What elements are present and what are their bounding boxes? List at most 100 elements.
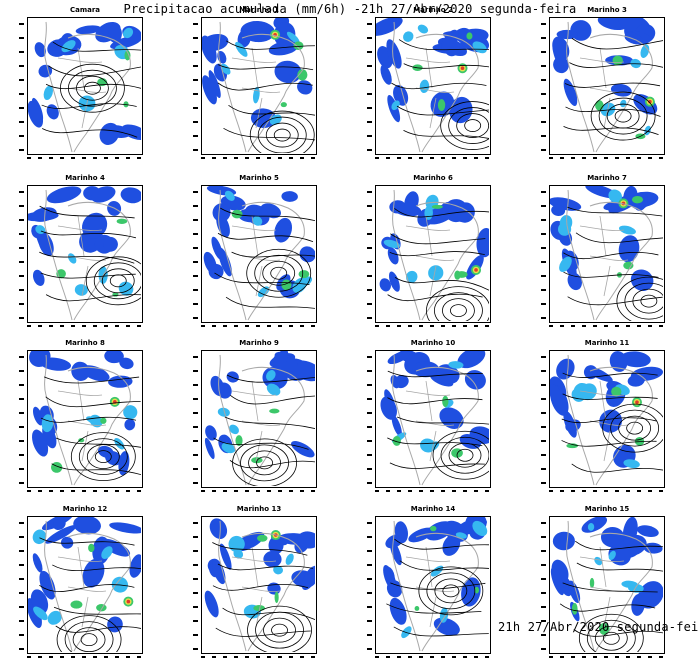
panel-label: Marinho 11 xyxy=(584,339,630,347)
longitude-ticks xyxy=(375,656,491,662)
longitude-ticks xyxy=(27,656,143,662)
precipitation-field xyxy=(204,351,315,464)
coastline-layer xyxy=(392,520,479,652)
panel-label: Marinho 9 xyxy=(239,339,279,347)
panel-label: Marinho 1 xyxy=(239,6,279,14)
coastline-east xyxy=(589,201,653,321)
forecast-panel: Marinho 15 xyxy=(541,505,665,666)
precipitation-field xyxy=(202,18,313,129)
country-borders xyxy=(231,546,281,628)
coastline-layer xyxy=(44,21,131,153)
coastline-layer xyxy=(218,189,305,321)
country-borders xyxy=(405,47,455,129)
coastline-east xyxy=(241,532,305,652)
country-borders xyxy=(405,215,455,297)
precipitation-map xyxy=(27,516,143,654)
latitude-ticks xyxy=(541,516,547,654)
precipitation-map xyxy=(375,185,491,323)
coastline-east xyxy=(415,532,479,652)
panel-label: Marinho 7 xyxy=(587,174,627,182)
coastline-layer xyxy=(44,354,131,486)
precipitation-field xyxy=(29,351,138,476)
panel-label: Marinho 13 xyxy=(236,505,282,513)
coastline-layer xyxy=(566,189,653,321)
forecast-panel: Marinho 6 xyxy=(367,174,491,335)
country-borders xyxy=(57,47,107,129)
coastline-layer xyxy=(566,21,653,153)
coastline-west xyxy=(392,189,421,321)
coastline-east xyxy=(415,201,479,321)
latitude-ticks xyxy=(367,516,373,654)
forecast-panel: Marinho 14 xyxy=(367,505,491,666)
isobar-contours xyxy=(41,41,141,138)
isobar-contours xyxy=(391,39,489,150)
precipitation-map xyxy=(549,17,665,155)
forecast-panel: Marinho 12 xyxy=(19,505,143,666)
precipitation-map xyxy=(201,185,317,323)
precipitation-map xyxy=(27,17,143,155)
precipitation-field xyxy=(383,517,488,639)
precipitation-map xyxy=(375,350,491,488)
latitude-ticks xyxy=(193,516,199,654)
coastline-east xyxy=(67,201,131,321)
isobar-contours xyxy=(386,538,489,637)
coastline-layer xyxy=(218,520,305,652)
latitude-ticks xyxy=(367,17,373,155)
longitude-ticks xyxy=(549,656,665,662)
coastline-layer xyxy=(44,189,131,321)
page-title: Precipitacao acumulada (mm/6h) -21h 27/A… xyxy=(123,2,577,16)
longitude-ticks xyxy=(201,490,317,496)
precipitation-field xyxy=(28,186,141,297)
isobar-contours xyxy=(387,208,489,321)
country-borders xyxy=(579,215,629,297)
country-borders xyxy=(57,380,107,462)
latitude-ticks xyxy=(19,516,25,654)
longitude-ticks xyxy=(375,325,491,331)
coastline-west xyxy=(566,21,595,153)
longitude-ticks xyxy=(27,490,143,496)
isobar-contours xyxy=(40,376,141,482)
latitude-ticks xyxy=(19,17,25,155)
precipitation-field xyxy=(204,518,315,619)
precipitation-map xyxy=(201,516,317,654)
forecast-panel: Marinho 5 xyxy=(193,174,317,335)
coastline-west xyxy=(566,520,595,652)
coastline-west xyxy=(218,520,247,652)
isobar-contours xyxy=(563,37,663,141)
precipitation-map xyxy=(201,350,317,488)
coastline-west xyxy=(218,189,247,321)
precipitation-field xyxy=(550,517,663,635)
forecast-panel: Marinho 8 xyxy=(19,339,143,500)
country-borders xyxy=(57,546,107,628)
coastline-west xyxy=(44,189,73,321)
longitude-ticks xyxy=(549,490,665,496)
panel-label: Marinho 2 xyxy=(413,6,453,14)
precipitation-map xyxy=(27,185,143,323)
precipitation-map xyxy=(27,350,143,488)
panel-label: Marinho 10 xyxy=(410,339,456,347)
coastline-east xyxy=(589,33,653,153)
precipitation-map xyxy=(549,185,665,323)
coastline-east xyxy=(241,366,305,486)
forecast-panel: Marinho 10 xyxy=(367,339,491,500)
coastline-layer xyxy=(566,520,653,652)
panel-label: Marinho 6 xyxy=(413,174,453,182)
longitude-ticks xyxy=(549,325,665,331)
precipitation-field xyxy=(550,351,663,469)
coastline-layer xyxy=(392,21,479,153)
coastline-west xyxy=(44,520,73,652)
precipitation-field xyxy=(380,351,489,458)
coastline-east xyxy=(415,366,479,486)
longitude-ticks xyxy=(201,325,317,331)
isobar-contours xyxy=(217,40,315,153)
country-borders xyxy=(231,380,281,462)
panel-label: Marinho 8 xyxy=(65,339,105,347)
latitude-ticks xyxy=(367,185,373,323)
coastline-east xyxy=(67,366,131,486)
timestamp-footer: 21h 27/Abr/2020 segunda-feira xyxy=(498,620,700,634)
precipitation-map xyxy=(375,17,491,155)
latitude-ticks xyxy=(193,17,199,155)
precipitation-map xyxy=(375,516,491,654)
forecast-panel: Marinho 13 xyxy=(193,505,317,666)
forecast-panel: Marinho 4 xyxy=(19,174,143,335)
